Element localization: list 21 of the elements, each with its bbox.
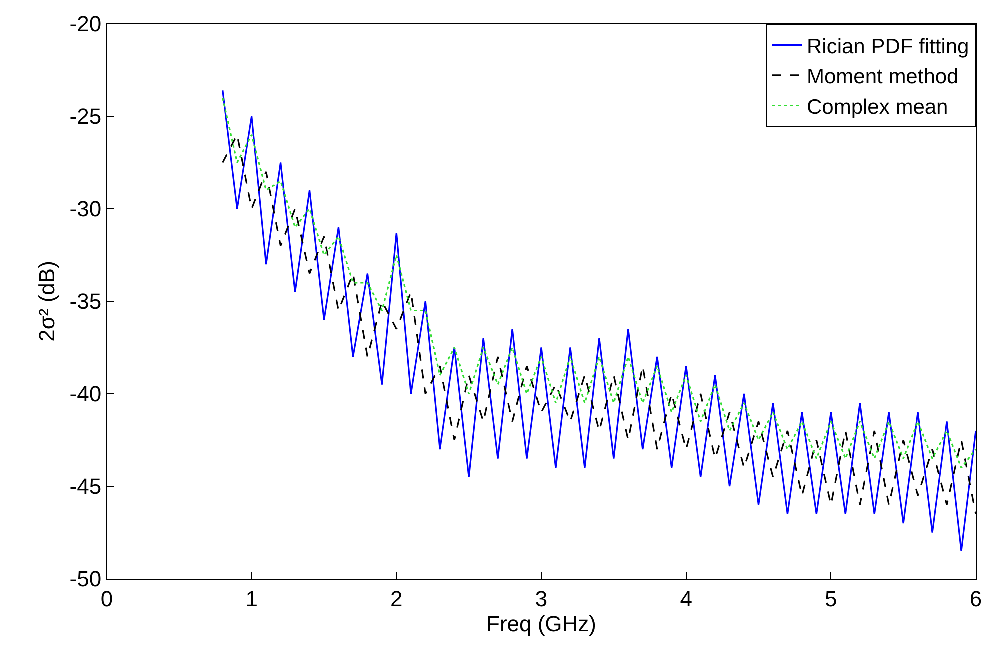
- x-tick-label: 3: [535, 586, 548, 612]
- y-axis-title: 2σ² (dB): [34, 261, 60, 342]
- x-tick-label: 1: [246, 586, 258, 612]
- x-tick-label: 5: [825, 586, 838, 612]
- legend-label: Moment method: [807, 66, 959, 89]
- x-tick-label: 6: [970, 586, 982, 612]
- line-series: [222, 97, 976, 469]
- y-tick-label: -45: [70, 474, 102, 500]
- y-tick-label: -20: [70, 12, 102, 37]
- y-tick-label: -25: [70, 104, 102, 130]
- legend-label: Complex mean: [807, 96, 948, 119]
- line-series: [222, 90, 976, 552]
- y-tick-label: -30: [70, 196, 102, 222]
- x-tick-label: 4: [680, 586, 692, 612]
- y-tick-label: -40: [70, 382, 102, 407]
- x-tick-label: 0: [100, 586, 114, 612]
- legend-label: Rician PDF fitting: [807, 35, 970, 58]
- y-tick-label: -50: [70, 566, 102, 592]
- x-axis-title: Freq (GHz): [486, 611, 596, 636]
- x-tick-label: 2: [390, 586, 403, 612]
- y-tick-label: -35: [70, 289, 102, 314]
